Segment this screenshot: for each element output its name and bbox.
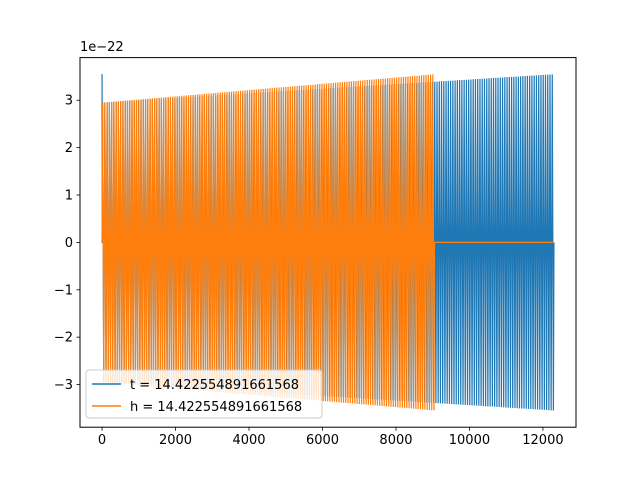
- y-tick-label: 2: [65, 141, 73, 156]
- series-layer: [101, 74, 555, 411]
- y-tick-label: 3: [65, 94, 73, 109]
- x-tick-label: 12000: [522, 433, 563, 448]
- y-tick-label: 1: [65, 189, 73, 204]
- x-tick-label: 2000: [159, 433, 192, 448]
- y-offset-label: 1e−22: [80, 40, 124, 55]
- x-tick-label: 4000: [232, 433, 265, 448]
- legend-label-h: h = 14.422554891661568: [130, 400, 302, 415]
- x-tick-label: 10000: [449, 433, 490, 448]
- x-tick-label: 6000: [306, 433, 339, 448]
- legend-box: [85, 369, 323, 419]
- legend: t = 14.422554891661568 h = 14.4225548916…: [85, 369, 323, 419]
- y-tick-label: −3: [54, 378, 73, 393]
- x-tick-label: 8000: [379, 433, 412, 448]
- y-tick-label: −2: [54, 331, 73, 346]
- x-axis: 0 2000 4000 6000 8000 10000 12000: [98, 427, 564, 448]
- y-tick-label: 0: [65, 236, 73, 251]
- y-tick-label: −1: [54, 283, 73, 298]
- legend-label-t: t = 14.422554891661568: [130, 378, 299, 393]
- y-axis: −3 −2 −1 0 1 2 3: [54, 94, 80, 393]
- x-tick-label: 0: [98, 433, 106, 448]
